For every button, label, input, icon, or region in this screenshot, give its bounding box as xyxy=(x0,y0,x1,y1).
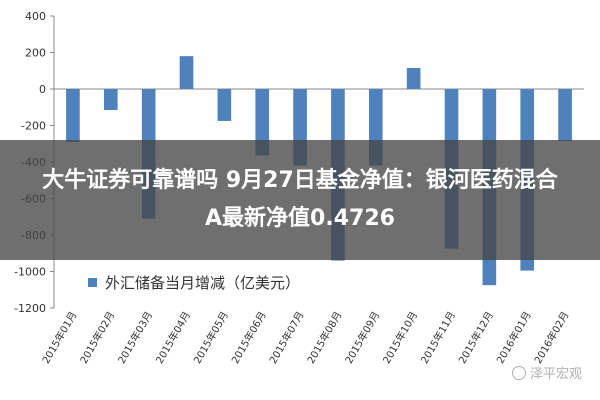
bar-2015年10月 xyxy=(406,68,421,89)
legend-swatch xyxy=(88,278,97,287)
watermark: 泽平宏观 xyxy=(511,363,582,382)
headline-line-1: 大牛证券可靠谱吗 9月27日基金净值：银河医药混合 xyxy=(42,168,558,193)
bar-2015年04月 xyxy=(179,56,194,89)
x-tick-label: 2015年01月 xyxy=(39,309,79,366)
bar-2015年01月 xyxy=(66,89,80,142)
x-tick-label: 2015年10月 xyxy=(380,309,420,366)
chart-legend: 外汇储备当月增减（亿美元） xyxy=(88,272,300,293)
bar-2015年05月 xyxy=(217,89,232,121)
x-tick-label: 2015年06月 xyxy=(228,309,268,366)
headline-overlay: 大牛证券可靠谱吗 9月27日基金净值：银河医药混合 A最新净值0.4726 xyxy=(0,140,600,260)
y-tick-label: 400 xyxy=(25,10,46,23)
x-tick-label: 2015年09月 xyxy=(342,309,382,366)
bar-2015年06月 xyxy=(255,89,270,156)
y-tick-label: -200 xyxy=(21,120,46,133)
x-tick-label: 2015年08月 xyxy=(304,309,344,366)
x-tick-label: 2015年07月 xyxy=(266,309,306,366)
y-tick-label: -1200 xyxy=(14,302,46,315)
legend-label: 外汇储备当月增减（亿美元） xyxy=(105,274,301,292)
x-tick-label: 2015年12月 xyxy=(456,309,496,366)
x-tick-label: 2016年02月 xyxy=(531,309,571,366)
x-tick-label: 2015年04月 xyxy=(153,309,193,366)
watermark-icon xyxy=(511,365,526,380)
y-tick-label: -1000 xyxy=(14,266,46,279)
watermark-text: 泽平宏观 xyxy=(529,367,582,382)
x-tick-label: 2015年03月 xyxy=(115,309,155,366)
x-tick-label: 2015年11月 xyxy=(418,309,458,366)
y-tick-label: 0 xyxy=(39,83,46,96)
headline-line-2: A最新净值0.4726 xyxy=(205,206,395,231)
x-tick-label: 2015年02月 xyxy=(77,309,117,366)
bar-2015年02月 xyxy=(103,89,118,110)
x-tick-label: 2015年05月 xyxy=(191,309,231,366)
y-tick-label: 200 xyxy=(25,47,46,60)
x-tick-label: 2016年01月 xyxy=(493,309,533,366)
bar-2016年02月 xyxy=(558,89,572,142)
